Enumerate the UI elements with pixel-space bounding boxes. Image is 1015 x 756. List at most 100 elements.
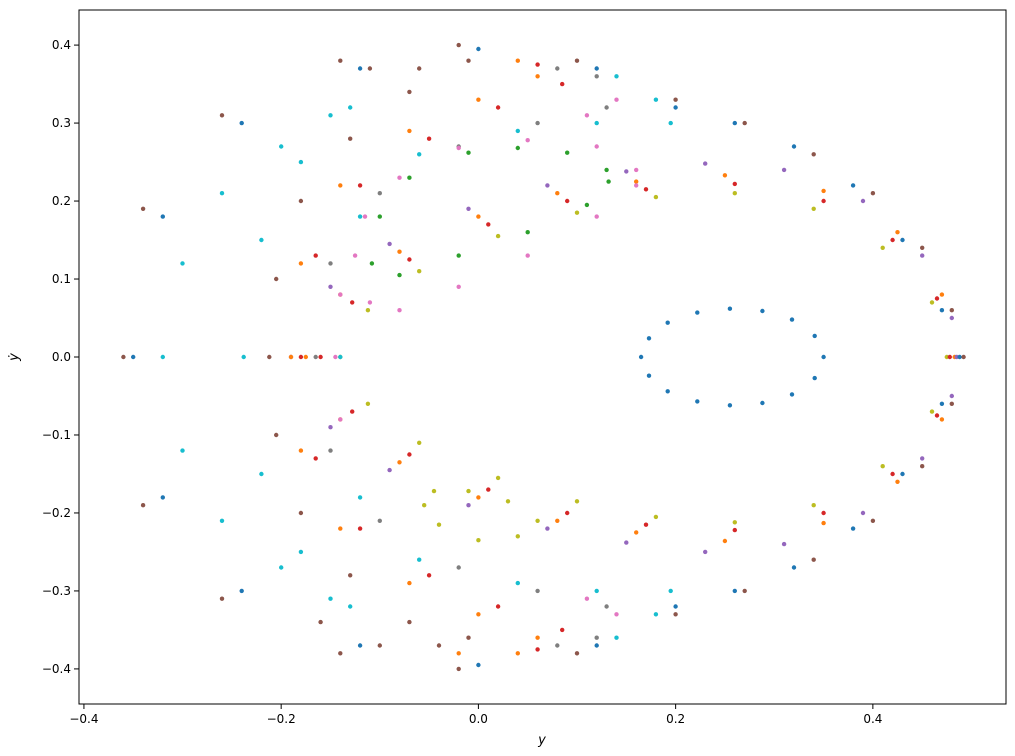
data-point — [180, 448, 185, 453]
data-point — [466, 635, 471, 640]
data-point — [436, 522, 442, 527]
orbit-series-11 — [298, 62, 565, 652]
data-point — [365, 308, 371, 313]
data-point — [811, 152, 816, 157]
data-point — [313, 354, 318, 360]
data-point — [535, 62, 540, 67]
data-point — [653, 194, 659, 200]
data-point — [219, 596, 225, 601]
data-point — [584, 596, 590, 601]
data-point — [466, 150, 471, 155]
data-point — [565, 198, 570, 204]
data-point — [920, 464, 925, 469]
data-point — [535, 120, 540, 126]
data-point — [949, 308, 954, 313]
data-point — [821, 198, 826, 204]
data-point — [362, 214, 368, 219]
data-point — [377, 643, 382, 648]
x-tick-label: −0.4 — [69, 712, 98, 726]
data-point — [505, 499, 511, 504]
data-point — [219, 518, 225, 523]
data-point — [555, 191, 560, 196]
data-point — [367, 300, 373, 305]
data-point — [121, 354, 126, 360]
data-point — [789, 317, 795, 322]
x-tick-label: 0.0 — [469, 712, 488, 726]
data-point — [535, 647, 540, 652]
data-point — [350, 409, 355, 414]
data-point — [328, 261, 333, 266]
orbit-series-5 — [288, 161, 959, 555]
data-point — [333, 354, 338, 360]
data-point — [555, 643, 560, 648]
data-point — [525, 230, 530, 235]
data-point — [594, 74, 599, 79]
data-point — [668, 120, 673, 126]
orbit-series-14 — [338, 74, 673, 640]
data-point — [811, 503, 816, 508]
y-tick-label: 0.3 — [52, 116, 71, 130]
data-point — [939, 401, 945, 406]
data-point — [515, 58, 520, 63]
data-point — [456, 253, 461, 258]
data-point — [338, 651, 343, 656]
data-point — [357, 214, 363, 219]
data-point — [377, 214, 382, 219]
data-point — [695, 310, 700, 315]
data-point — [742, 588, 747, 594]
data-point — [318, 619, 323, 625]
data-point — [574, 58, 580, 63]
data-point — [535, 518, 540, 523]
data-point — [288, 354, 294, 360]
data-point — [624, 540, 629, 545]
data-point — [160, 354, 165, 360]
data-point — [303, 354, 308, 360]
data-point — [574, 651, 580, 656]
data-point — [348, 604, 353, 609]
orbit-series-10 — [288, 58, 540, 656]
data-point — [160, 495, 165, 500]
data-point — [920, 253, 925, 258]
data-point — [646, 336, 652, 341]
data-point — [594, 643, 599, 648]
data-point — [781, 541, 787, 547]
data-point — [584, 113, 590, 118]
data-point — [456, 42, 461, 48]
data-point — [574, 210, 580, 215]
data-point — [476, 214, 481, 219]
data-point — [515, 651, 520, 656]
data-point — [732, 527, 737, 533]
data-point — [614, 97, 619, 102]
data-point — [535, 74, 540, 79]
data-point — [267, 354, 272, 360]
data-point — [495, 604, 501, 609]
x-axis-label: y — [537, 733, 546, 748]
data-point — [407, 89, 412, 95]
data-point — [812, 333, 817, 339]
data-point — [417, 66, 422, 71]
y-tick-label: 0.2 — [52, 194, 71, 208]
data-point — [365, 401, 371, 406]
data-point — [298, 448, 304, 453]
data-point — [811, 557, 816, 562]
data-point — [860, 510, 866, 516]
data-point — [456, 651, 461, 656]
orbit-series-13 — [333, 97, 619, 617]
data-point — [328, 113, 333, 118]
data-point — [939, 417, 945, 422]
data-point — [407, 128, 412, 134]
data-point — [732, 191, 737, 196]
x-tick-label: 0.4 — [863, 712, 882, 726]
data-point — [348, 136, 353, 141]
data-point — [643, 187, 649, 192]
y-tick-label: −0.1 — [42, 428, 71, 442]
data-point — [357, 643, 363, 648]
data-point — [338, 526, 343, 531]
y-tick-label: −0.4 — [42, 662, 71, 676]
data-point — [357, 495, 363, 500]
data-point — [695, 399, 700, 404]
data-point — [515, 128, 520, 134]
y-tick-label: −0.3 — [42, 584, 71, 598]
data-point — [850, 526, 856, 531]
